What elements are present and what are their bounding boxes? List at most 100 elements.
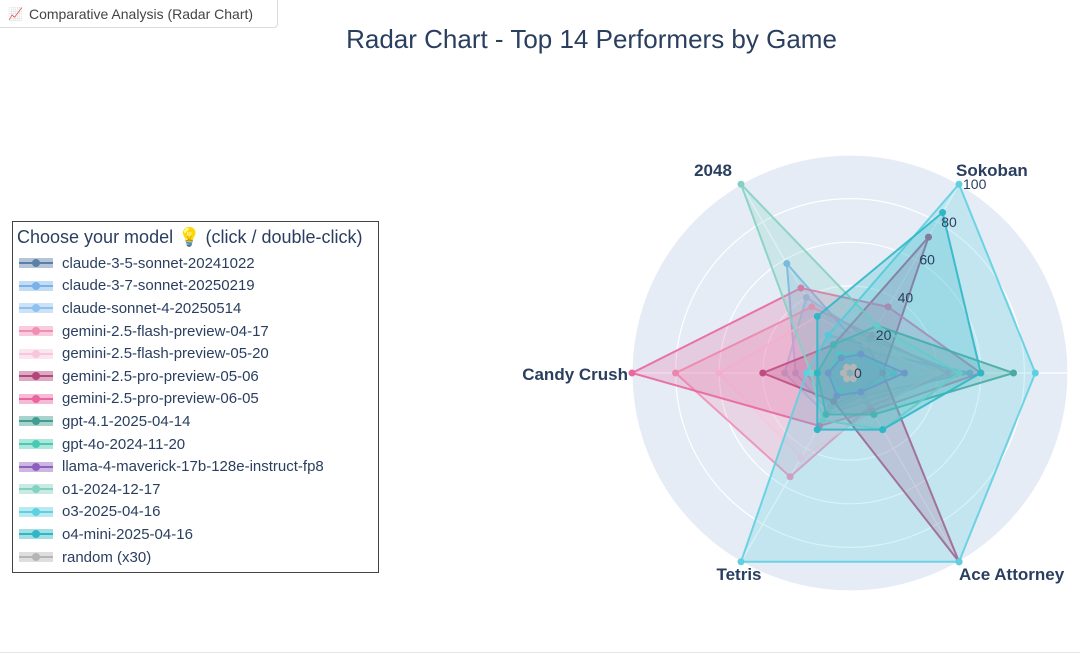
data-point [944,369,952,377]
legend-label: o1-2024-12-17 [62,480,161,498]
angular-gridline [740,183,851,374]
legend-label: claude-sonnet-4-20250514 [62,299,242,317]
legend-swatch [19,302,53,314]
radial-tick-label: 20 [876,327,892,343]
data-point [849,375,857,383]
legend-item[interactable]: gemini-2.5-flash-preview-05-20 [17,342,378,365]
chart-tab-label: Comparative Analysis (Radar Chart) [28,5,254,22]
data-point [925,233,932,241]
data-point [1010,369,1017,377]
data-point [862,341,870,349]
legend-label: llama-4-maverick-17b-128e-instruct-fp8 [62,458,324,476]
data-point [879,369,887,377]
legend-label: o4-mini-2025-04-16 [62,525,193,543]
legend-item[interactable]: llama-4-maverick-17b-128e-instruct-fp8 [17,455,378,478]
data-point [857,388,865,396]
chart-icon: 📈 [8,6,23,21]
data-point [870,411,878,418]
data-point [862,397,870,405]
data-point [833,392,841,400]
legend-label: claude-3-7-sonnet-20250219 [62,277,255,295]
data-point [830,397,838,405]
data-point [822,411,830,418]
legend-item[interactable]: random (x30) [17,546,378,569]
data-point [813,369,821,377]
legend-item[interactable]: claude-3-5-sonnet-20241022 [17,252,378,275]
data-point [802,294,810,301]
data-point [857,350,865,358]
legend-label: gemini-2.5-flash-preview-04-17 [62,322,269,340]
legend-item[interactable]: o1-2024-12-17 [17,478,378,501]
legend-swatch [19,415,53,427]
data-point [819,416,827,424]
legend-swatch [19,348,53,360]
legend-item[interactable]: gemini-2.5-pro-preview-05-06 [17,365,378,388]
data-point [853,369,860,377]
series-o3-2025-04-16[interactable] [737,180,1039,566]
data-point [873,322,881,330]
legend-label: claude-3-5-sonnet-20241022 [62,254,255,272]
data-point [759,369,767,377]
data-point [813,312,821,320]
legend-item[interactable]: gemini-2.5-pro-preview-06-05 [17,388,378,411]
legend-title: Choose your model 💡 (click / double-clic… [17,227,363,247]
data-point [808,303,816,311]
data-point [884,303,892,311]
data-point [955,180,963,188]
legend-item[interactable]: claude-sonnet-4-20250514 [17,297,378,320]
legend-item[interactable]: o4-mini-2025-04-16 [17,523,378,546]
data-point [824,331,832,339]
data-point [955,558,963,566]
axis-label: 2048 [694,161,732,180]
legend: Choose your model 💡 (click / double-clic… [12,221,379,573]
data-point [672,369,680,377]
bottom-divider [0,652,1080,653]
legend-swatch [19,325,53,337]
chart-tab[interactable]: 📈 Comparative Analysis (Radar Chart) [0,0,278,28]
data-point [830,341,838,349]
data-point [868,331,876,339]
data-point [1031,369,1039,377]
legend-swatch [19,370,53,382]
legend-item[interactable]: gemini-2.5-flash-preview-04-17 [17,320,378,343]
data-point [939,209,947,216]
axis-label: Candy Crush [522,365,628,384]
data-point [797,284,805,292]
data-point [813,426,821,434]
legend-label: o3-2025-04-16 [62,503,161,521]
legend-item[interactable]: o3-2025-04-16 [17,501,378,524]
legend-swatch [19,506,53,518]
legend-item[interactable]: gpt-4o-2024-11-20 [17,433,378,456]
data-point [792,369,799,377]
radial-tick-label: 80 [941,214,957,230]
data-point [628,369,636,377]
legend-label: gpt-4o-2024-11-20 [62,435,186,453]
data-point [933,369,941,377]
radial-tick-label: 40 [898,290,914,306]
data-point [966,369,974,377]
axis-label: Sokoban [956,161,1028,180]
data-point [786,473,794,481]
data-point [783,260,791,267]
legend-swatch [19,461,53,473]
legend-swatch [19,483,53,495]
legend-label: gemini-2.5-flash-preview-05-20 [62,345,269,363]
legend-swatch [19,257,53,269]
legend-label: gemini-2.5-pro-preview-05-06 [62,367,259,385]
legend-item[interactable]: gpt-4.1-2025-04-14 [17,410,378,433]
data-point [797,454,805,462]
data-point [843,375,851,383]
series-random (x30)[interactable] [840,363,860,383]
data-point [781,369,789,377]
data-point [849,363,857,371]
legend-item[interactable]: claude-3-7-sonnet-20250219 [17,275,378,298]
legend-swatch [19,393,53,405]
data-point [837,354,845,362]
legend-swatch [19,528,53,540]
data-point [737,558,745,566]
legend-label: gemini-2.5-pro-preview-06-05 [62,390,259,408]
radial-tick-label: 60 [919,252,935,268]
legend-list: claude-3-5-sonnet-20241022 claude-3-7-son… [17,252,378,568]
data-point [890,369,898,377]
